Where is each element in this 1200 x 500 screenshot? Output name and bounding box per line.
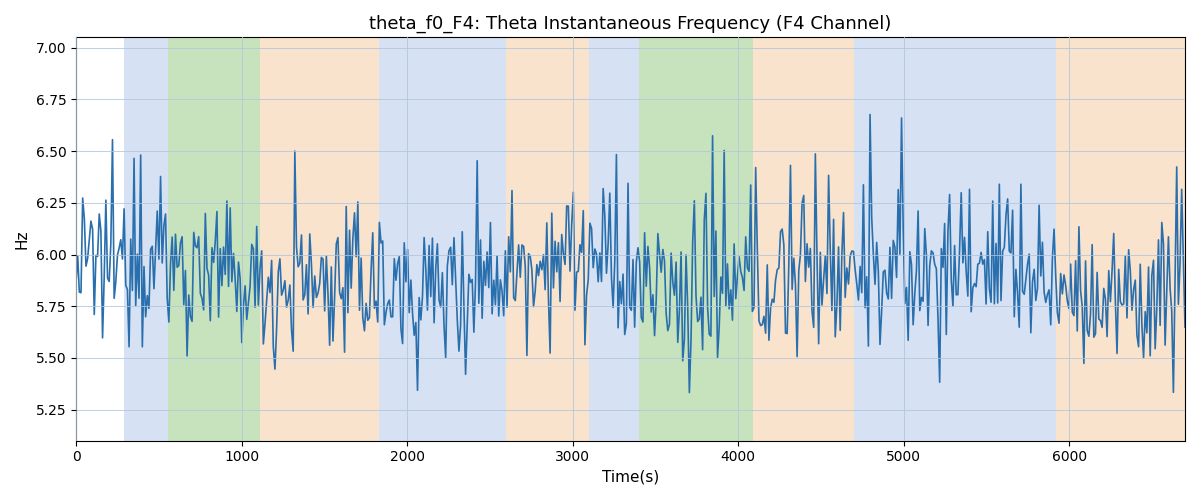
Title: theta_f0_F4: Theta Instantaneous Frequency (F4 Channel): theta_f0_F4: Theta Instantaneous Frequen… <box>370 15 892 34</box>
Bar <box>259 38 379 440</box>
Bar <box>379 38 506 440</box>
Bar <box>1056 38 1186 440</box>
Bar <box>752 38 854 440</box>
X-axis label: Time(s): Time(s) <box>602 470 659 485</box>
Bar <box>638 38 752 440</box>
Bar <box>124 38 168 440</box>
Bar <box>168 38 259 440</box>
Bar <box>506 38 589 440</box>
Y-axis label: Hz: Hz <box>14 230 30 249</box>
Bar <box>854 38 1056 440</box>
Bar <box>589 38 638 440</box>
